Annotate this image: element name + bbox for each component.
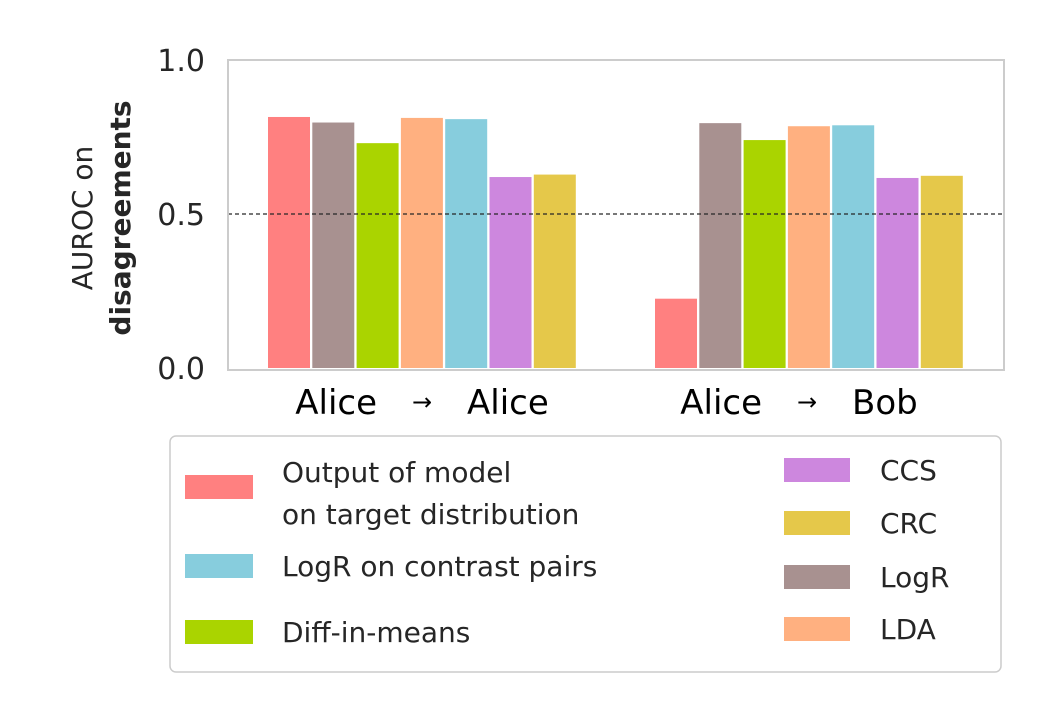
bar-0-0 (268, 116, 310, 368)
category-labels-group: Alice → Alice Alice → Bob (295, 383, 917, 423)
category-label-to: Bob (852, 383, 918, 423)
legend-swatch (185, 475, 253, 499)
bar-1-3 (787, 126, 830, 368)
category-label-from: Alice (295, 383, 377, 423)
y-tick-label: 0.0 (157, 352, 205, 387)
legend-swatch (784, 617, 850, 641)
legend-label: Diff-in-means (282, 616, 470, 649)
bar-1-2 (743, 140, 786, 368)
legend-label: LDA (880, 613, 936, 646)
legend-label: on target distribution (282, 498, 579, 531)
category-label-to: Alice (467, 383, 549, 423)
y-ticks-group: 0.0 0.5 1.0 (157, 44, 205, 387)
category-label-from: Alice (680, 383, 762, 423)
legend-swatch (784, 458, 850, 482)
legend-group: Output of model on target distribution Log… (185, 454, 949, 649)
bar-1-1 (699, 123, 742, 368)
y-axis-label-line2: disagreements (104, 100, 137, 335)
bar-0-4 (445, 119, 488, 368)
legend-swatch (185, 620, 253, 644)
category-label-arrow: → (797, 388, 817, 416)
legend-swatch (784, 565, 850, 589)
legend-swatch (185, 554, 253, 578)
legend-label: CRC (880, 507, 937, 540)
plot-frame (227, 59, 1005, 371)
y-axis-label-line1: AUROC on (66, 146, 99, 290)
legend-label: CCS (880, 454, 937, 487)
bar-0-1 (312, 122, 355, 368)
bar-0-6 (533, 174, 576, 368)
y-tick-label: 0.5 (157, 198, 205, 233)
legend-box (169, 435, 1002, 673)
bar-0-2 (356, 143, 399, 368)
bar-1-5 (876, 177, 919, 368)
legend-swatch (784, 511, 850, 535)
bars-group (268, 116, 963, 369)
bar-0-5 (489, 177, 532, 368)
bar-1-4 (832, 125, 875, 369)
legend-label: LogR on contrast pairs (282, 550, 597, 583)
bar-1-0 (655, 298, 697, 368)
legend-label: LogR (880, 561, 949, 594)
legend-label: Output of model (282, 456, 511, 489)
category-label-arrow: → (412, 388, 432, 416)
bar-0-3 (400, 117, 443, 369)
y-tick-label: 1.0 (157, 44, 205, 79)
bar-1-6 (920, 175, 963, 368)
